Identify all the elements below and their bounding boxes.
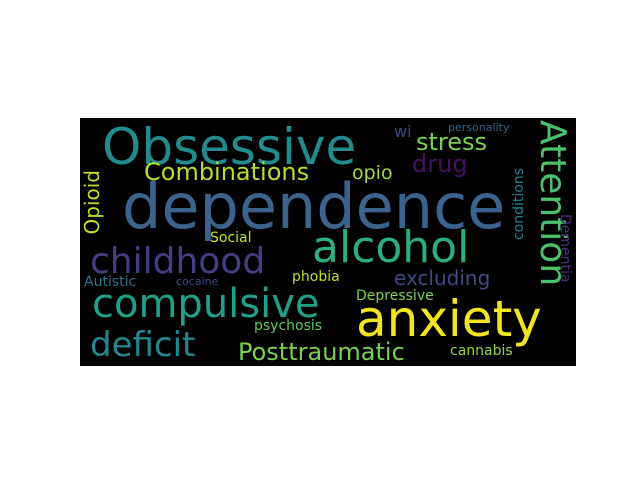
word-conditions: conditions: [511, 168, 527, 241]
word-drug: drug: [412, 150, 468, 178]
word-cocaine: cocaine: [176, 275, 219, 288]
word-dependence: dependence: [122, 170, 506, 243]
word-stress: stress: [416, 128, 488, 156]
word-childhood: childhood: [90, 241, 266, 282]
word-opio: opio: [352, 162, 393, 184]
word-cloud: dependence Obsessive anxiety alcohol com…: [80, 118, 576, 366]
word-deficit: deficit: [90, 325, 196, 365]
word-wi: wi: [394, 122, 412, 141]
word-depressive: Depressive: [356, 288, 434, 304]
word-phobia: phobia: [292, 269, 340, 285]
word-alcohol: alcohol: [312, 222, 470, 273]
word-personality: personality: [448, 121, 510, 134]
word-autistic: Autistic: [84, 274, 137, 290]
word-social: Social: [210, 230, 252, 246]
word-posttraumatic: Posttraumatic: [238, 338, 405, 366]
word-cannabis: cannabis: [450, 343, 513, 359]
word-excluding: excluding: [394, 266, 491, 290]
word-obsessive: Obsessive: [102, 118, 357, 176]
word-opioid: Opioid: [80, 170, 104, 235]
word-dementia: Dementia: [557, 214, 573, 283]
word-psychosis: psychosis: [254, 318, 323, 334]
word-attention: Attention: [532, 120, 573, 287]
word-compulsive: compulsive: [92, 281, 320, 327]
word-combinations: Combinations: [144, 158, 310, 186]
word-anxiety: anxiety: [356, 290, 542, 348]
